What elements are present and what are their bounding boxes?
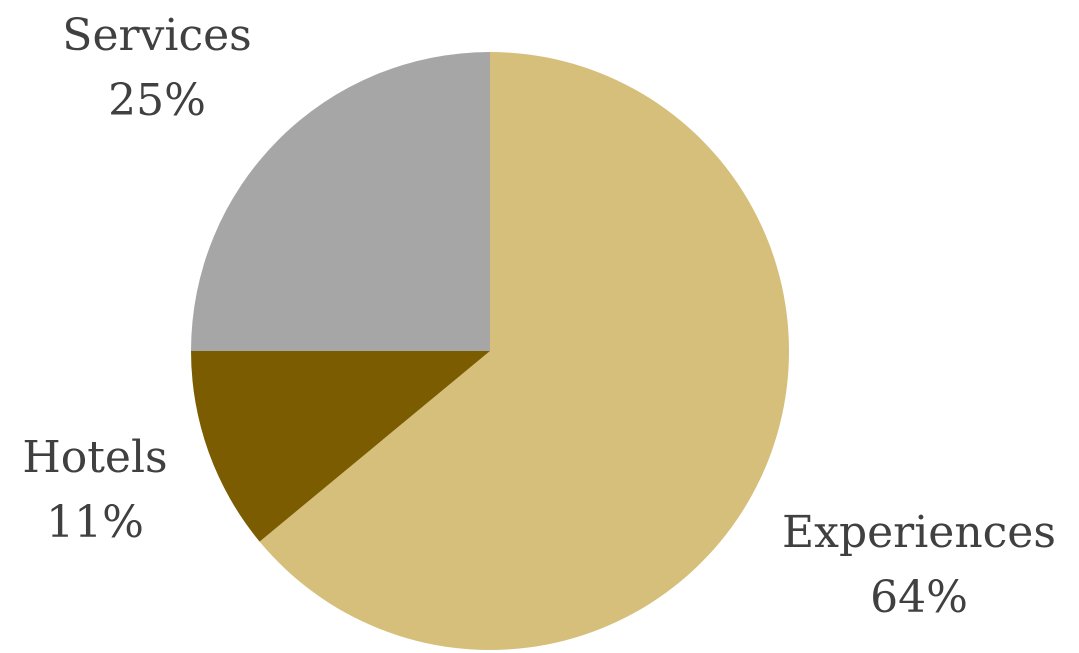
label-hotels-value: 11%: [46, 497, 144, 548]
label-services-value: 25%: [108, 75, 206, 126]
label-hotels-name: Hotels: [22, 432, 167, 483]
slice-hotels: [191, 351, 490, 542]
label-experiences-value: 64%: [870, 572, 968, 623]
label-services-name: Services: [62, 10, 251, 61]
slice-experiences: [259, 51, 790, 650]
slice-labels: Services 25% Hotels 11% Experiences 64%: [22, 10, 1056, 623]
slice-services: [191, 52, 490, 351]
pie-slices: [191, 51, 790, 650]
label-experiences-name: Experiences: [782, 507, 1056, 558]
